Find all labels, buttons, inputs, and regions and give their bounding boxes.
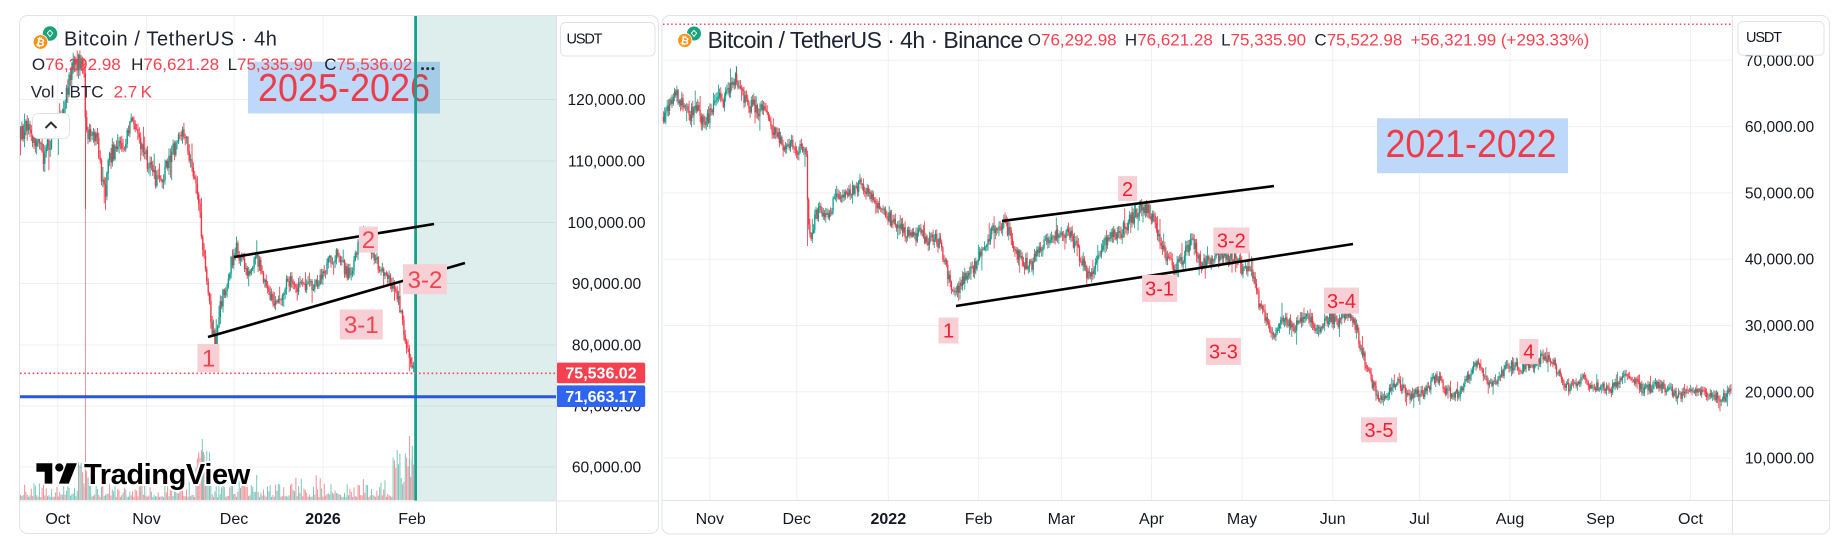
svg-text:2: 2 bbox=[1122, 179, 1133, 201]
svg-text:75,536.02: 75,536.02 bbox=[565, 366, 636, 383]
svg-text:Jun: Jun bbox=[1320, 511, 1346, 528]
svg-text:2021-2022: 2021-2022 bbox=[1386, 123, 1557, 166]
svg-text:Dec: Dec bbox=[782, 511, 810, 528]
svg-text:76,292.98: 76,292.98 bbox=[45, 55, 121, 74]
svg-text:H: H bbox=[1125, 31, 1137, 50]
svg-text:Mar: Mar bbox=[1048, 511, 1076, 528]
svg-text:L: L bbox=[1221, 31, 1230, 50]
svg-text:3-2: 3-2 bbox=[408, 267, 443, 294]
svg-text:O: O bbox=[32, 55, 45, 74]
svg-text:Vol · BTC: Vol · BTC bbox=[31, 83, 104, 102]
svg-text:Feb: Feb bbox=[965, 511, 993, 528]
svg-text:C: C bbox=[1314, 31, 1326, 50]
svg-text:USDT: USDT bbox=[567, 32, 603, 48]
svg-text:50,000.00: 50,000.00 bbox=[1745, 185, 1815, 202]
svg-text:75,335.90: 75,335.90 bbox=[237, 55, 313, 74]
svg-text:2.7 K: 2.7 K bbox=[114, 83, 153, 102]
svg-text:76,621.28: 76,621.28 bbox=[143, 55, 219, 74]
svg-text:₿: ₿ bbox=[35, 36, 46, 49]
svg-text:May: May bbox=[1227, 511, 1257, 528]
svg-text:30,000.00: 30,000.00 bbox=[1745, 318, 1815, 335]
svg-text:75,522.98: 75,522.98 bbox=[1327, 31, 1403, 50]
svg-text:C: C bbox=[324, 55, 336, 74]
svg-text:2026: 2026 bbox=[305, 511, 341, 528]
svg-text:2025-2026: 2025-2026 bbox=[258, 67, 430, 110]
svg-text:3-2: 3-2 bbox=[1217, 231, 1246, 253]
svg-text:90,000.00: 90,000.00 bbox=[572, 276, 642, 293]
svg-text:75,536.02: 75,536.02 bbox=[337, 55, 413, 74]
svg-text:120,000.00: 120,000.00 bbox=[567, 92, 645, 109]
svg-text:3-1: 3-1 bbox=[1145, 279, 1174, 301]
svg-text:Oct: Oct bbox=[1678, 511, 1703, 528]
svg-text:+56,321.99 (+293.33%): +56,321.99 (+293.33%) bbox=[1411, 31, 1590, 50]
svg-text:75,335.90: 75,335.90 bbox=[1231, 31, 1307, 50]
svg-text:80,000.00: 80,000.00 bbox=[572, 338, 642, 355]
svg-text:Nov: Nov bbox=[696, 511, 724, 528]
svg-text:76,621.28: 76,621.28 bbox=[1137, 31, 1213, 50]
svg-text:3-4: 3-4 bbox=[1327, 291, 1356, 313]
svg-text:3-1: 3-1 bbox=[344, 312, 379, 339]
svg-text:Bitcoin / TetherUS · 4h: Bitcoin / TetherUS · 4h bbox=[64, 28, 278, 50]
svg-text:Aug: Aug bbox=[1496, 511, 1524, 528]
svg-text:3-5: 3-5 bbox=[1365, 420, 1394, 442]
svg-text:3-3: 3-3 bbox=[1209, 342, 1238, 364]
svg-text:100,000.00: 100,000.00 bbox=[567, 215, 645, 232]
svg-text:TradingView: TradingView bbox=[84, 459, 251, 491]
svg-text:110,000.00: 110,000.00 bbox=[568, 154, 645, 171]
svg-text:Jul: Jul bbox=[1409, 511, 1429, 528]
svg-text:Dec: Dec bbox=[220, 511, 248, 528]
svg-text:Apr: Apr bbox=[1139, 511, 1165, 528]
svg-text:L: L bbox=[228, 55, 237, 74]
svg-text:Nov: Nov bbox=[132, 511, 160, 528]
svg-text:USDT: USDT bbox=[1746, 30, 1782, 46]
svg-text:76,292.98: 76,292.98 bbox=[1041, 31, 1117, 50]
svg-text:Bitcoin / TetherUS · 4h · Bina: Bitcoin / TetherUS · 4h · Binance bbox=[708, 27, 1023, 53]
svg-text:20,000.00: 20,000.00 bbox=[1745, 384, 1815, 401]
svg-text:10,000.00: 10,000.00 bbox=[1745, 451, 1815, 468]
svg-text:71,663.17: 71,663.17 bbox=[565, 389, 636, 406]
svg-text:Oct: Oct bbox=[45, 511, 70, 528]
svg-text:2: 2 bbox=[362, 227, 375, 254]
svg-text:Feb: Feb bbox=[398, 511, 426, 528]
svg-text:₿: ₿ bbox=[679, 35, 690, 48]
svg-text:1: 1 bbox=[202, 346, 215, 373]
svg-text:4: 4 bbox=[1523, 342, 1534, 364]
svg-text:H: H bbox=[131, 55, 143, 74]
svg-text:Sep: Sep bbox=[1586, 511, 1615, 528]
svg-text:2022: 2022 bbox=[871, 511, 907, 528]
svg-text:O: O bbox=[1028, 31, 1041, 50]
svg-text:40,000.00: 40,000.00 bbox=[1745, 252, 1815, 269]
svg-text:60,000.00: 60,000.00 bbox=[572, 460, 642, 477]
svg-text:70,000.00: 70,000.00 bbox=[1745, 53, 1815, 70]
svg-text:60,000.00: 60,000.00 bbox=[1745, 119, 1815, 136]
svg-text:1: 1 bbox=[943, 321, 954, 343]
